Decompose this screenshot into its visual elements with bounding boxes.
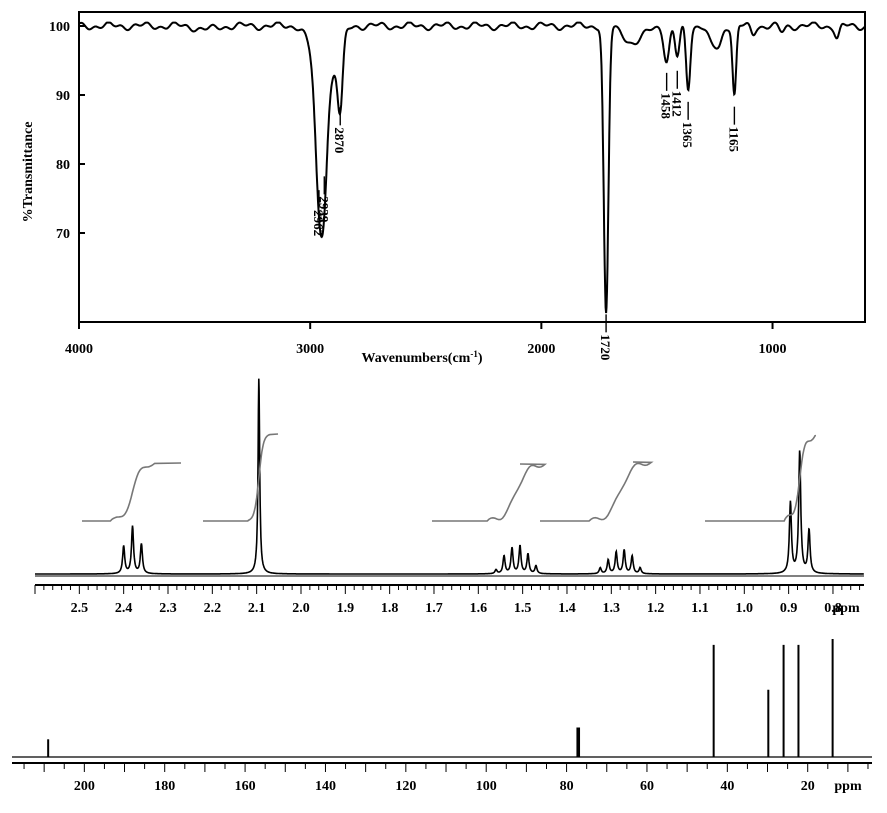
ir-peak-label: 2939 <box>316 196 331 223</box>
ir-peak-label: 1365 <box>680 122 695 149</box>
ir-peak-label: 1458 <box>659 93 674 120</box>
h-nmr-x-tick-label: 1.5 <box>514 601 532 616</box>
ir-peak-label: 2870 <box>332 127 347 153</box>
c-nmr-x-tick-label: 60 <box>640 779 654 794</box>
h-nmr-x-tick-label: 2.3 <box>159 601 177 616</box>
c-nmr-x-tick-label: 80 <box>560 779 574 794</box>
ir-x-tick-label: 1000 <box>759 342 787 357</box>
c-nmr-x-tick-label: 200 <box>74 779 95 794</box>
ir-y-tick-label: 90 <box>56 89 70 104</box>
c-nmr-x-tick-label: 100 <box>476 779 497 794</box>
h-nmr-integral-curves <box>82 433 817 522</box>
h-nmr-x-axis-title: ppm <box>832 601 860 616</box>
h-nmr-x-ticks: 2.5 2.4 2.3 2.2 2.1 2.0 1.9 1.8 1.7 1.6 1.5 1.4 1.3 1… <box>34 585 861 616</box>
h-nmr-integral-curve <box>203 433 279 522</box>
ir-x-ticks: 4000 3000 2000 1000 <box>65 322 787 357</box>
h-nmr-x-tick-label: 2.4 <box>115 601 133 616</box>
h-nmr-x-tick-label: 1.3 <box>603 601 621 616</box>
ir-x-tick-label: 3000 <box>296 342 324 357</box>
h-nmr-x-tick-label: 0.9 <box>780 601 798 616</box>
ir-x-tick-label: 4000 <box>65 342 93 357</box>
h-nmr-x-tick-label: 1.1 <box>691 601 709 616</box>
h-nmr-x-tick-label: 1.7 <box>425 601 443 616</box>
h-nmr-x-tick-label: 2.0 <box>292 601 310 616</box>
ir-y-axis-title: %Transmittance <box>21 122 36 223</box>
h-nmr-x-tick-label: 1.6 <box>470 601 488 616</box>
c-nmr-x-tick-label: 180 <box>154 779 175 794</box>
ir-peak-label: 1412 <box>669 91 684 117</box>
ir-y-tick-label: 100 <box>49 20 70 35</box>
c-nmr-peaks <box>47 639 834 757</box>
ir-peak-label: 1720 <box>598 334 613 360</box>
c-nmr-spectrum-panel: 200 180 160 140 120 100 80 60 40 20 ppm <box>12 639 872 794</box>
h-nmr-x-tick-label: 1.0 <box>736 601 754 616</box>
h-nmr-x-tick-label: 2.2 <box>204 601 222 616</box>
ir-x-axis-title: Wavenumbers(cm-1) <box>361 349 482 366</box>
h-nmr-x-tick-label: 1.8 <box>381 601 399 616</box>
c-nmr-x-ticks: 200 180 160 140 120 100 80 60 40 20 <box>23 763 869 794</box>
h-nmr-spectrum-panel: 2.5 2.4 2.3 2.2 2.1 2.0 1.9 1.8 1.7 1.6 1.5 1.4 1.3 1… <box>34 378 864 616</box>
c-nmr-x-tick-label: 160 <box>235 779 256 794</box>
h-nmr-x-tick-label: 0.8 <box>824 601 842 616</box>
h-nmr-spectrum-curve <box>35 378 864 575</box>
ir-y-tick-label: 80 <box>56 158 70 173</box>
h-nmr-x-tick-label: 2.1 <box>248 601 266 616</box>
ir-x-tick-label: 2000 <box>527 342 555 357</box>
h-nmr-x-tick-label: 2.5 <box>71 601 89 616</box>
c-nmr-x-tick-label: 40 <box>720 779 734 794</box>
ir-peak-label: 2962 <box>311 210 326 236</box>
ir-y-tick-label: 70 <box>56 227 70 242</box>
h-nmr-integral-curve <box>540 461 654 522</box>
h-nmr-integral-curve <box>705 434 817 522</box>
c-nmr-x-tick-label: 140 <box>315 779 336 794</box>
h-nmr-x-tick-label: 1.2 <box>647 601 665 616</box>
ir-peak-label: 1165 <box>726 127 741 153</box>
ir-plot-frame <box>78 11 866 323</box>
c-nmr-x-axis-title: ppm <box>834 779 862 794</box>
c-nmr-x-tick-label: 20 <box>801 779 815 794</box>
h-nmr-x-tick-label: 1.9 <box>337 601 355 616</box>
c-nmr-x-tick-label: 120 <box>395 779 416 794</box>
h-nmr-integral-curve <box>432 463 548 522</box>
ir-transmittance-curve <box>78 21 866 314</box>
h-nmr-x-tick-label: 1.4 <box>558 601 576 616</box>
h-nmr-integral-curve <box>82 462 182 522</box>
ir-y-ticks: 100 90 80 70 <box>49 20 85 242</box>
